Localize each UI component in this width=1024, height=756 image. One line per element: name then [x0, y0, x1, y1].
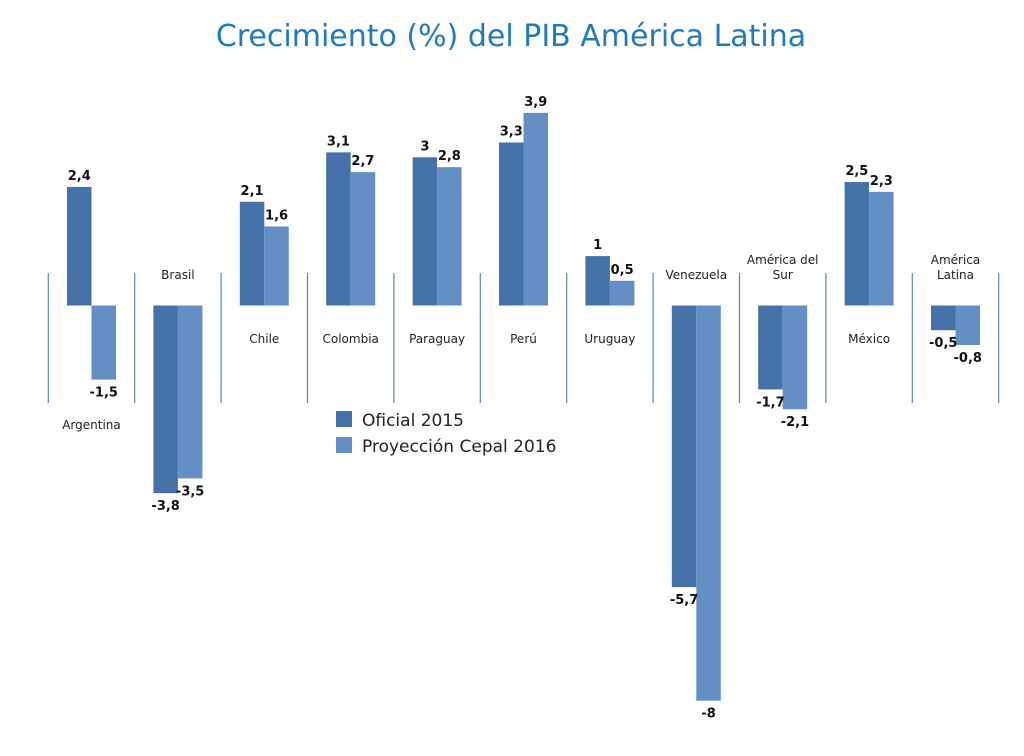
- category-label-america-latina: Latina: [937, 268, 974, 282]
- bar-colombia-proyeccion-cepal-2016: [350, 172, 376, 306]
- category-label-brasil: Brasil: [161, 268, 194, 282]
- value-label-paraguay-oficial-2015: 3: [420, 139, 429, 154]
- bar-colombia-oficial-2015: [326, 152, 351, 306]
- bar-peru-proyeccion-cepal-2016: [523, 112, 548, 306]
- value-label-argentina-proyeccion-cepal-2016: -1,5: [90, 386, 118, 401]
- category-label-venezuela: Venezuela: [665, 268, 727, 282]
- bar-venezuela-oficial-2015: [671, 305, 697, 588]
- value-label-venezuela-proyeccion-cepal-2016: -8: [701, 707, 715, 722]
- bar-mexico-proyeccion-cepal-2016: [869, 191, 894, 306]
- legend-label-proyeccion-cepal-2016: Proyección Cepal 2016: [362, 437, 556, 457]
- value-label-america-latina-oficial-2015: -0,5: [929, 336, 957, 351]
- value-label-mexico-oficial-2015: 2,5: [845, 164, 868, 179]
- value-label-chile-oficial-2015: 2,1: [241, 184, 264, 199]
- category-label-america-del-sur: América del: [747, 253, 819, 267]
- category-label-colombia: Colombia: [323, 332, 379, 346]
- value-label-peru-proyeccion-cepal-2016: 3,9: [524, 95, 547, 110]
- bar-paraguay-proyeccion-cepal-2016: [437, 167, 462, 306]
- value-label-colombia-proyeccion-cepal-2016: 2,7: [351, 154, 374, 169]
- bar-venezuela-proyeccion-cepal-2016: [696, 305, 721, 701]
- bar-uruguay-proyeccion-cepal-2016: [609, 280, 635, 306]
- bar-brasil-proyeccion-cepal-2016: [177, 305, 203, 479]
- chart-title: Crecimiento (%) del PIB América Latina: [216, 19, 806, 54]
- category-label-mexico: México: [848, 332, 890, 346]
- bar-america-latina-proyeccion-cepal-2016: [955, 305, 980, 346]
- legend-swatch-proyeccion-cepal-2016: [336, 437, 352, 453]
- value-label-mexico-proyeccion-cepal-2016: 2,3: [870, 174, 893, 189]
- value-label-argentina-oficial-2015: 2,4: [68, 169, 91, 184]
- value-label-uruguay-proyeccion-cepal-2016: 0,5: [611, 263, 634, 278]
- legend: Oficial 2015 Proyección Cepal 2016: [336, 411, 556, 457]
- category-label-america-latina: América: [931, 253, 981, 267]
- bar-paraguay-oficial-2015: [412, 157, 438, 306]
- category-separators: [47, 273, 1000, 403]
- value-label-america-del-sur-oficial-2015: -1,7: [756, 395, 784, 410]
- category-label-peru: Perú: [510, 332, 537, 346]
- category-labels: Argentina Brasil Chile Colombia Paraguay Perú…: [62, 253, 980, 432]
- value-label-uruguay-oficial-2015: 1: [593, 238, 602, 253]
- bars: [67, 112, 980, 701]
- bar-america-del-sur-oficial-2015: [758, 305, 783, 390]
- value-label-brasil-proyeccion-cepal-2016: -3,5: [176, 484, 204, 499]
- bar-peru-oficial-2015: [499, 142, 524, 306]
- bar-argentina-oficial-2015: [67, 186, 92, 306]
- value-label-america-del-sur-proyeccion-cepal-2016: -2,1: [781, 415, 809, 430]
- category-label-chile: Chile: [249, 332, 279, 346]
- value-label-brasil-oficial-2015: -3,8: [151, 499, 179, 514]
- value-label-paraguay-proyeccion-cepal-2016: 2,8: [438, 149, 461, 164]
- legend-swatch-oficial-2015: [336, 411, 352, 427]
- value-labels: 2,4 -1,5 -3,8-3,5 2,11,6 3,12,7 3 2,8 3,33,9 1 0,…: [68, 95, 982, 722]
- value-label-colombia-oficial-2015: 3,1: [327, 134, 350, 149]
- bar-america-del-sur-proyeccion-cepal-2016: [782, 305, 808, 410]
- bar-argentina-proyeccion-cepal-2016: [91, 305, 116, 380]
- value-label-peru-oficial-2015: 3,3: [500, 124, 523, 139]
- bar-chile-oficial-2015: [239, 201, 265, 306]
- bar-america-latina-oficial-2015: [931, 305, 956, 331]
- bar-brasil-oficial-2015: [153, 305, 178, 494]
- bar-uruguay-oficial-2015: [585, 256, 610, 306]
- legend-label-oficial-2015: Oficial 2015: [362, 411, 464, 431]
- category-label-paraguay: Paraguay: [409, 332, 465, 346]
- value-label-chile-proyeccion-cepal-2016: 1,6: [265, 208, 288, 223]
- bar-chile-proyeccion-cepal-2016: [264, 226, 289, 306]
- value-label-america-latina-proyeccion-cepal-2016: -0,8: [954, 351, 982, 366]
- bar-mexico-oficial-2015: [844, 182, 870, 306]
- value-label-venezuela-oficial-2015: -5,7: [670, 593, 698, 608]
- category-label-uruguay: Uruguay: [584, 332, 635, 346]
- category-label-america-del-sur: Sur: [773, 268, 793, 282]
- category-label-argentina: Argentina: [62, 418, 121, 432]
